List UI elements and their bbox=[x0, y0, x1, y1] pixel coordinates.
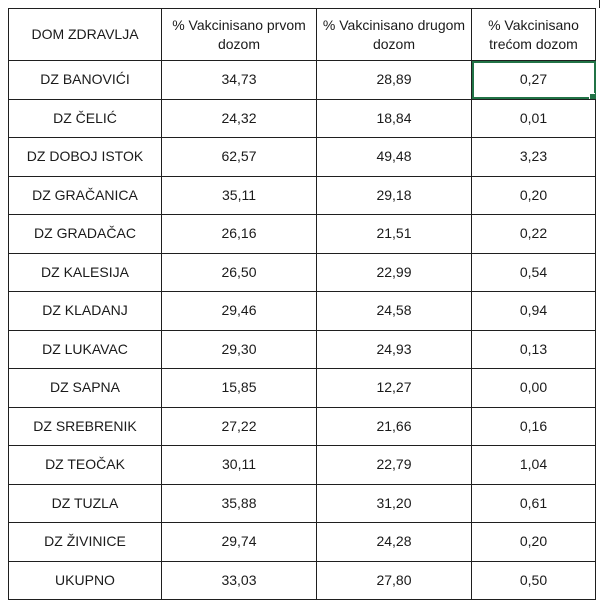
cell-third-dose[interactable]: 0,16 bbox=[471, 406, 596, 446]
table-row: DZ TEOČAK 30,11 22,79 1,04 bbox=[8, 445, 596, 485]
cell-first-dose[interactable]: 26,16 bbox=[161, 214, 317, 254]
cell-total-third-dose[interactable]: 0,50 bbox=[471, 560, 596, 600]
header-row: DOM ZDRAVLJA % Vakcinisano prvom dozom %… bbox=[8, 8, 596, 61]
cell-total-label[interactable]: UKUPNO bbox=[8, 560, 162, 600]
cell-second-dose[interactable]: 29,18 bbox=[316, 175, 472, 215]
cell-second-dose[interactable]: 22,99 bbox=[316, 252, 472, 292]
table-row: DZ ŽIVINICE 29,74 24,28 0,20 bbox=[8, 522, 596, 562]
cell-first-dose[interactable]: 15,85 bbox=[161, 368, 317, 408]
table-row: DZ KALESIJA 26,50 22,99 0,54 bbox=[8, 252, 596, 292]
cell-third-dose[interactable]: 0,01 bbox=[471, 98, 596, 138]
header-cell-first-dose[interactable]: % Vakcinisano prvom dozom bbox=[161, 8, 317, 61]
cell-first-dose[interactable]: 35,88 bbox=[161, 483, 317, 523]
cell-first-dose[interactable]: 34,73 bbox=[161, 60, 317, 100]
table-row: DZ DOBOJ ISTOK 62,57 49,48 3,23 bbox=[8, 137, 596, 177]
cell-first-dose[interactable]: 29,46 bbox=[161, 291, 317, 331]
fill-handle[interactable] bbox=[589, 92, 595, 99]
cell-first-dose[interactable]: 62,57 bbox=[161, 137, 317, 177]
table-row: DZ SREBRENIK 27,22 21,66 0,16 bbox=[8, 406, 596, 446]
cell-health-center[interactable]: DZ SREBRENIK bbox=[8, 406, 162, 446]
cell-health-center[interactable]: DZ TEOČAK bbox=[8, 445, 162, 485]
cell-third-dose[interactable]: 0,94 bbox=[471, 291, 596, 331]
cell-health-center[interactable]: DZ KALESIJA bbox=[8, 252, 162, 292]
cell-first-dose[interactable]: 35,11 bbox=[161, 175, 317, 215]
cell-first-dose[interactable]: 27,22 bbox=[161, 406, 317, 446]
cell-health-center[interactable]: DZ ČELIĆ bbox=[8, 98, 162, 138]
table-row: DZ GRAČANICA 35,11 29,18 0,20 bbox=[8, 175, 596, 215]
table-row: DZ ČELIĆ 24,32 18,84 0,01 bbox=[8, 98, 596, 138]
table-row: DZ TUZLA 35,88 31,20 0,61 bbox=[8, 483, 596, 523]
cell-third-dose[interactable]: 0,20 bbox=[471, 522, 596, 562]
cell-health-center[interactable]: DZ GRAČANICA bbox=[8, 175, 162, 215]
total-row: UKUPNO 33,03 27,80 0,50 bbox=[8, 560, 596, 600]
cell-total-first-dose[interactable]: 33,03 bbox=[161, 560, 317, 600]
cell-third-dose[interactable]: 3,23 bbox=[471, 137, 596, 177]
cell-second-dose[interactable]: 24,28 bbox=[316, 522, 472, 562]
vaccination-table: DOM ZDRAVLJA % Vakcinisano prvom dozom %… bbox=[8, 8, 596, 600]
header-cell-third-dose[interactable]: % Vakcinisano trećom dozom bbox=[471, 8, 596, 61]
cell-first-dose[interactable]: 30,11 bbox=[161, 445, 317, 485]
cell-second-dose[interactable]: 21,66 bbox=[316, 406, 472, 446]
cell-third-dose[interactable]: 0,20 bbox=[471, 175, 596, 215]
cell-health-center[interactable]: DZ GRADAČAC bbox=[8, 214, 162, 254]
cell-health-center[interactable]: DZ SAPNA bbox=[8, 368, 162, 408]
cell-third-dose[interactable]: 0,13 bbox=[471, 329, 596, 369]
cell-second-dose[interactable]: 18,84 bbox=[316, 98, 472, 138]
cell-third-dose[interactable]: 0,22 bbox=[471, 214, 596, 254]
cell-second-dose[interactable]: 28,89 bbox=[316, 60, 472, 100]
cell-total-second-dose[interactable]: 27,80 bbox=[316, 560, 472, 600]
table-row: DZ LUKAVAC 29,30 24,93 0,13 bbox=[8, 329, 596, 369]
table-row: DZ BANOVIĆI 34,73 28,89 0,27 bbox=[8, 60, 596, 100]
cell-second-dose[interactable]: 12,27 bbox=[316, 368, 472, 408]
cell-second-dose[interactable]: 24,93 bbox=[316, 329, 472, 369]
cell-health-center[interactable]: DZ KLADANJ bbox=[8, 291, 162, 331]
cell-health-center[interactable]: DZ BANOVIĆI bbox=[8, 60, 162, 100]
header-cell-second-dose[interactable]: % Vakcinisano drugom dozom bbox=[316, 8, 472, 61]
cell-third-dose-selected[interactable]: 0,27 bbox=[471, 60, 596, 100]
cell-second-dose[interactable]: 22,79 bbox=[316, 445, 472, 485]
cell-first-dose[interactable]: 29,30 bbox=[161, 329, 317, 369]
cell-first-dose[interactable]: 26,50 bbox=[161, 252, 317, 292]
cell-health-center[interactable]: DZ TUZLA bbox=[8, 483, 162, 523]
cell-third-dose[interactable]: 0,61 bbox=[471, 483, 596, 523]
table-row: DZ GRADAČAC 26,16 21,51 0,22 bbox=[8, 214, 596, 254]
cell-value: 0,27 bbox=[519, 71, 548, 88]
cell-health-center[interactable]: DZ LUKAVAC bbox=[8, 329, 162, 369]
cell-third-dose[interactable]: 0,00 bbox=[471, 368, 596, 408]
cell-first-dose[interactable]: 29,74 bbox=[161, 522, 317, 562]
cell-third-dose[interactable]: 0,54 bbox=[471, 252, 596, 292]
cell-health-center[interactable]: DZ ŽIVINICE bbox=[8, 522, 162, 562]
header-cell-health-center[interactable]: DOM ZDRAVLJA bbox=[8, 8, 162, 61]
cell-health-center[interactable]: DZ DOBOJ ISTOK bbox=[8, 137, 162, 177]
table-row: DZ KLADANJ 29,46 24,58 0,94 bbox=[8, 291, 596, 331]
cell-third-dose[interactable]: 1,04 bbox=[471, 445, 596, 485]
cell-first-dose[interactable]: 24,32 bbox=[161, 98, 317, 138]
cell-second-dose[interactable]: 31,20 bbox=[316, 483, 472, 523]
table-row: DZ SAPNA 15,85 12,27 0,00 bbox=[8, 368, 596, 408]
cell-second-dose[interactable]: 49,48 bbox=[316, 137, 472, 177]
cell-second-dose[interactable]: 21,51 bbox=[316, 214, 472, 254]
cell-second-dose[interactable]: 24,58 bbox=[316, 291, 472, 331]
